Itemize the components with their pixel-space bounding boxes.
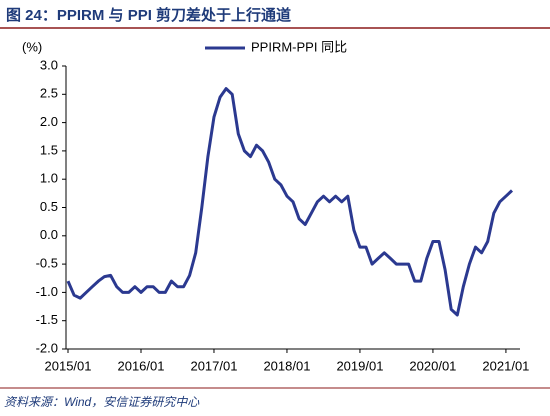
y-tick-label: 1.5 — [40, 142, 58, 157]
y-tick-label: 1.0 — [40, 171, 58, 186]
y-tick-label: -2.0 — [36, 340, 58, 355]
y-tick-label: 0.5 — [40, 199, 58, 214]
x-tick-label: 2021/01 — [482, 358, 529, 373]
x-tick-label: 2020/01 — [409, 358, 456, 373]
y-axis-label: (%) — [22, 39, 42, 54]
x-tick-label: 2015/01 — [45, 358, 92, 373]
y-tick-label: 3.0 — [40, 57, 58, 72]
y-tick-label: 2.0 — [40, 114, 58, 129]
x-tick-label: 2017/01 — [190, 358, 237, 373]
x-tick-label: 2019/01 — [336, 358, 383, 373]
source: 资料来源：Wind，安信证券研究中心 — [4, 395, 200, 409]
legend-label: PPIRM-PPI 同比 — [251, 39, 347, 54]
y-tick-label: -1.5 — [36, 312, 58, 327]
y-tick-label: -1.0 — [36, 284, 58, 299]
chart-title: 图 24：PPIRM 与 PPI 剪刀差处于上行通道 — [6, 6, 291, 24]
y-tick-label: 2.5 — [40, 86, 58, 101]
series-line — [66, 87, 514, 317]
y-tick-label: -0.5 — [36, 256, 58, 271]
x-tick-label: 2016/01 — [117, 358, 164, 373]
y-tick-label: 0.0 — [40, 227, 58, 242]
x-tick-label: 2018/01 — [263, 358, 310, 373]
